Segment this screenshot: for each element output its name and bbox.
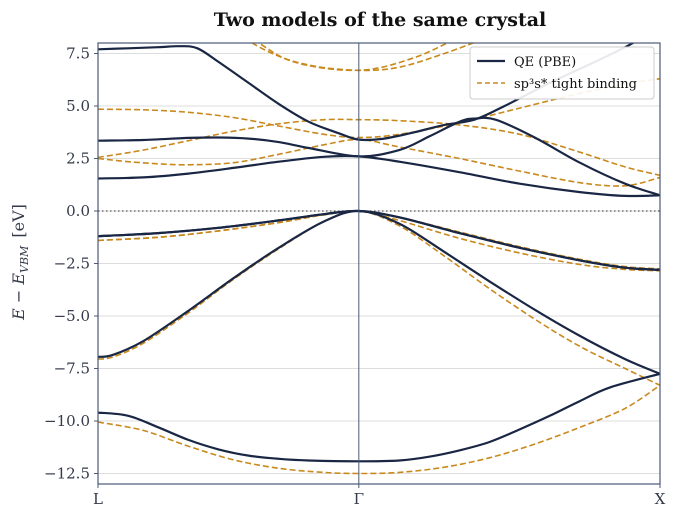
tb-band-line <box>98 384 660 475</box>
y-tick-label: 7.5 <box>66 45 90 63</box>
y-tick-label: 5.0 <box>66 97 90 115</box>
x-tick-label: L <box>93 490 103 508</box>
y-axis-ticks: 7.5 5.0 2.5 0.0 −2.5 −5.0 −7.5 −10.0 −12.5 <box>44 45 98 483</box>
y-tick-label: −7.5 <box>54 360 90 378</box>
qe-band-line <box>98 209 660 271</box>
y-axis-label-unit: [eV] <box>9 204 28 238</box>
legend-frame <box>469 46 655 100</box>
y-tick-label: −2.5 <box>54 255 90 273</box>
tb-band-line <box>98 118 660 177</box>
grid-lines <box>98 53 660 474</box>
tb-band-line <box>257 43 449 72</box>
tb-band-line <box>98 210 660 387</box>
y-tick-label: −5.0 <box>54 307 90 325</box>
chart-legend: QE (PBE) sp³s* tight binding <box>469 46 655 100</box>
y-axis-label-main: E − E <box>9 273 28 321</box>
y-tick-label: −12.5 <box>44 465 90 483</box>
tb-band-line <box>98 210 660 272</box>
qe-band-line <box>98 116 660 197</box>
x-tick-label: X <box>655 490 666 508</box>
y-axis-label-sub: VBM <box>18 245 31 273</box>
x-tick-label: Γ <box>354 490 364 508</box>
qe-band-line <box>98 372 660 463</box>
y-tick-label: 0.0 <box>66 202 90 220</box>
qe-band-line <box>98 209 660 271</box>
qe-band-line <box>98 154 660 198</box>
legend-label-tb: sp³s* tight binding <box>514 77 637 92</box>
y-axis-label: E − EVBM [eV] <box>9 204 31 321</box>
y-tick-label: −10.0 <box>44 412 90 430</box>
legend-label-qe: QE (PBE) <box>514 55 576 70</box>
tb-band-line <box>98 138 660 187</box>
chart-title: Two models of the same crystal <box>214 9 547 31</box>
y-tick-label: 2.5 <box>66 150 90 168</box>
